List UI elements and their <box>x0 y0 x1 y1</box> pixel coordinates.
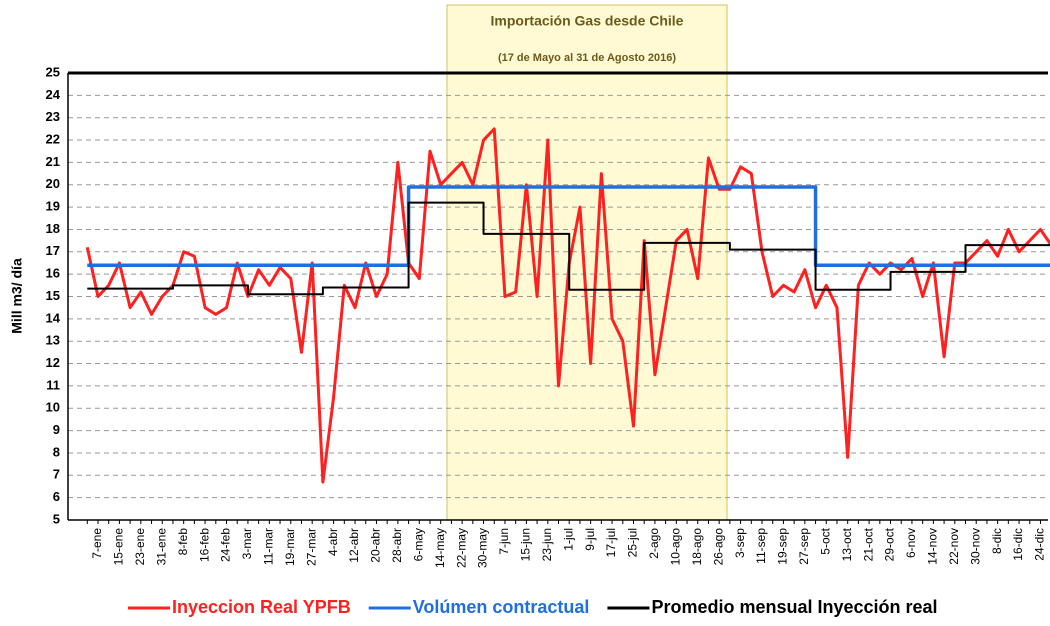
x-tick-label: 6-may <box>411 528 425 561</box>
x-tick-label: 8-feb <box>176 528 190 556</box>
y-tick-label: 23 <box>46 109 60 124</box>
y-tick-label: 11 <box>46 377 60 392</box>
x-tick-label: 27-mar <box>304 528 318 566</box>
x-tick-label: 31-ene <box>154 528 168 566</box>
chart-title: Importación Gas desde Chile <box>491 13 684 29</box>
x-tick-label: 22-nov <box>947 528 961 565</box>
x-tick-label: 4-abr <box>326 528 340 556</box>
x-tick-label: 6-nov <box>904 528 918 558</box>
y-tick-label: 18 <box>46 221 60 236</box>
x-tick-label: 7-ene <box>90 528 104 559</box>
x-tick-label: 16-feb <box>197 528 211 562</box>
y-tick-label: 6 <box>53 489 60 504</box>
x-tick-label: 21-oct <box>861 527 875 561</box>
x-tick-label: 10-ago <box>668 528 682 566</box>
y-tick-label: 16 <box>46 266 60 281</box>
x-tick-label: 23-jun <box>540 528 554 561</box>
x-tick-label: 14-nov <box>926 528 940 565</box>
x-tick-label: 24-dic <box>1033 528 1047 561</box>
x-tick-label: 19-mar <box>283 528 297 566</box>
x-tick-label: 7-jun <box>497 528 511 555</box>
x-tick-label: 22-may <box>454 528 468 568</box>
y-tick-label: 24 <box>46 87 61 102</box>
series-line <box>87 201 1050 296</box>
legend-label: Inyeccion Real YPFB <box>172 597 351 617</box>
x-tick-label: 1-jul <box>561 528 575 551</box>
x-tick-label: 11-sep <box>754 528 768 564</box>
y-tick-label: 22 <box>46 131 60 146</box>
y-tick-label: 14 <box>46 310 61 325</box>
y-tick-label: 25 <box>46 64 60 79</box>
x-tick-label: 3-mar <box>240 528 254 559</box>
x-tick-label: 30-may <box>476 528 490 568</box>
x-tick-label: 3-sep <box>733 528 747 558</box>
x-tick-label: 15-ene <box>112 528 126 566</box>
y-tick-label: 12 <box>46 355 60 370</box>
x-tick-label: 11-mar <box>262 528 276 565</box>
y-tick-label: 13 <box>46 333 60 348</box>
x-tick-label: 19-sep <box>776 528 790 565</box>
x-tick-label: 23-ene <box>133 528 147 566</box>
y-tick-label: 21 <box>46 154 60 169</box>
y-tick-label: 20 <box>46 176 60 191</box>
x-tick-label: 29-oct <box>883 527 897 561</box>
y-axis-label: Mill m3/ día <box>9 258 25 334</box>
chart-subtitle: (17 de Mayo al 31 de Agosto 2016) <box>498 52 676 64</box>
series-line <box>87 185 1050 267</box>
x-tick-label: 25-jul <box>626 528 640 557</box>
y-tick-label: 5 <box>53 511 60 526</box>
x-tick-label: 13-oct <box>840 527 854 561</box>
x-tick-label: 28-abr <box>390 528 404 563</box>
y-tick-label: 10 <box>46 400 60 415</box>
y-tick-label: 7 <box>53 467 60 482</box>
x-tick-label: 26-ago <box>711 528 725 566</box>
x-tick-label: 24-feb <box>219 528 233 562</box>
legend-label: Volúmen contractual <box>413 597 590 617</box>
y-tick-label: 15 <box>46 288 60 303</box>
x-tick-label: 14-may <box>433 528 447 568</box>
x-tick-label: 18-ago <box>690 528 704 566</box>
x-tick-label: 16-dic <box>1011 528 1025 561</box>
y-tick-label: 19 <box>46 199 60 214</box>
highlight-period <box>446 4 728 521</box>
legend-label: Promedio mensual Inyección real <box>651 597 937 617</box>
y-tick-label: 9 <box>53 422 60 437</box>
y-tick-label: 8 <box>53 444 60 459</box>
x-tick-label: 9-jul <box>583 528 597 551</box>
x-tick-label: 17-jul <box>604 528 618 557</box>
x-tick-label: 12-abr <box>347 528 361 563</box>
x-tick-label: 20-abr <box>369 528 383 563</box>
x-tick-label: 8-dic <box>990 528 1004 554</box>
y-tick-label: 17 <box>46 243 60 258</box>
x-tick-label: 2-ago <box>647 528 661 559</box>
x-tick-label: 30-nov <box>968 528 982 565</box>
x-tick-label: 5-oct <box>818 527 832 554</box>
x-tick-label: 15-jun <box>519 528 533 561</box>
x-tick-label: 27-sep <box>797 528 811 565</box>
